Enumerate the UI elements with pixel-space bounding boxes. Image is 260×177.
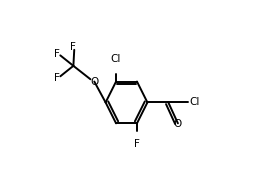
Text: O: O [174,119,182,129]
Text: F: F [134,139,140,149]
Text: F: F [54,49,60,59]
Text: F: F [70,42,76,52]
Text: O: O [90,76,98,87]
Text: F: F [54,73,60,83]
Text: Cl: Cl [111,54,121,64]
Text: Cl: Cl [189,97,200,107]
